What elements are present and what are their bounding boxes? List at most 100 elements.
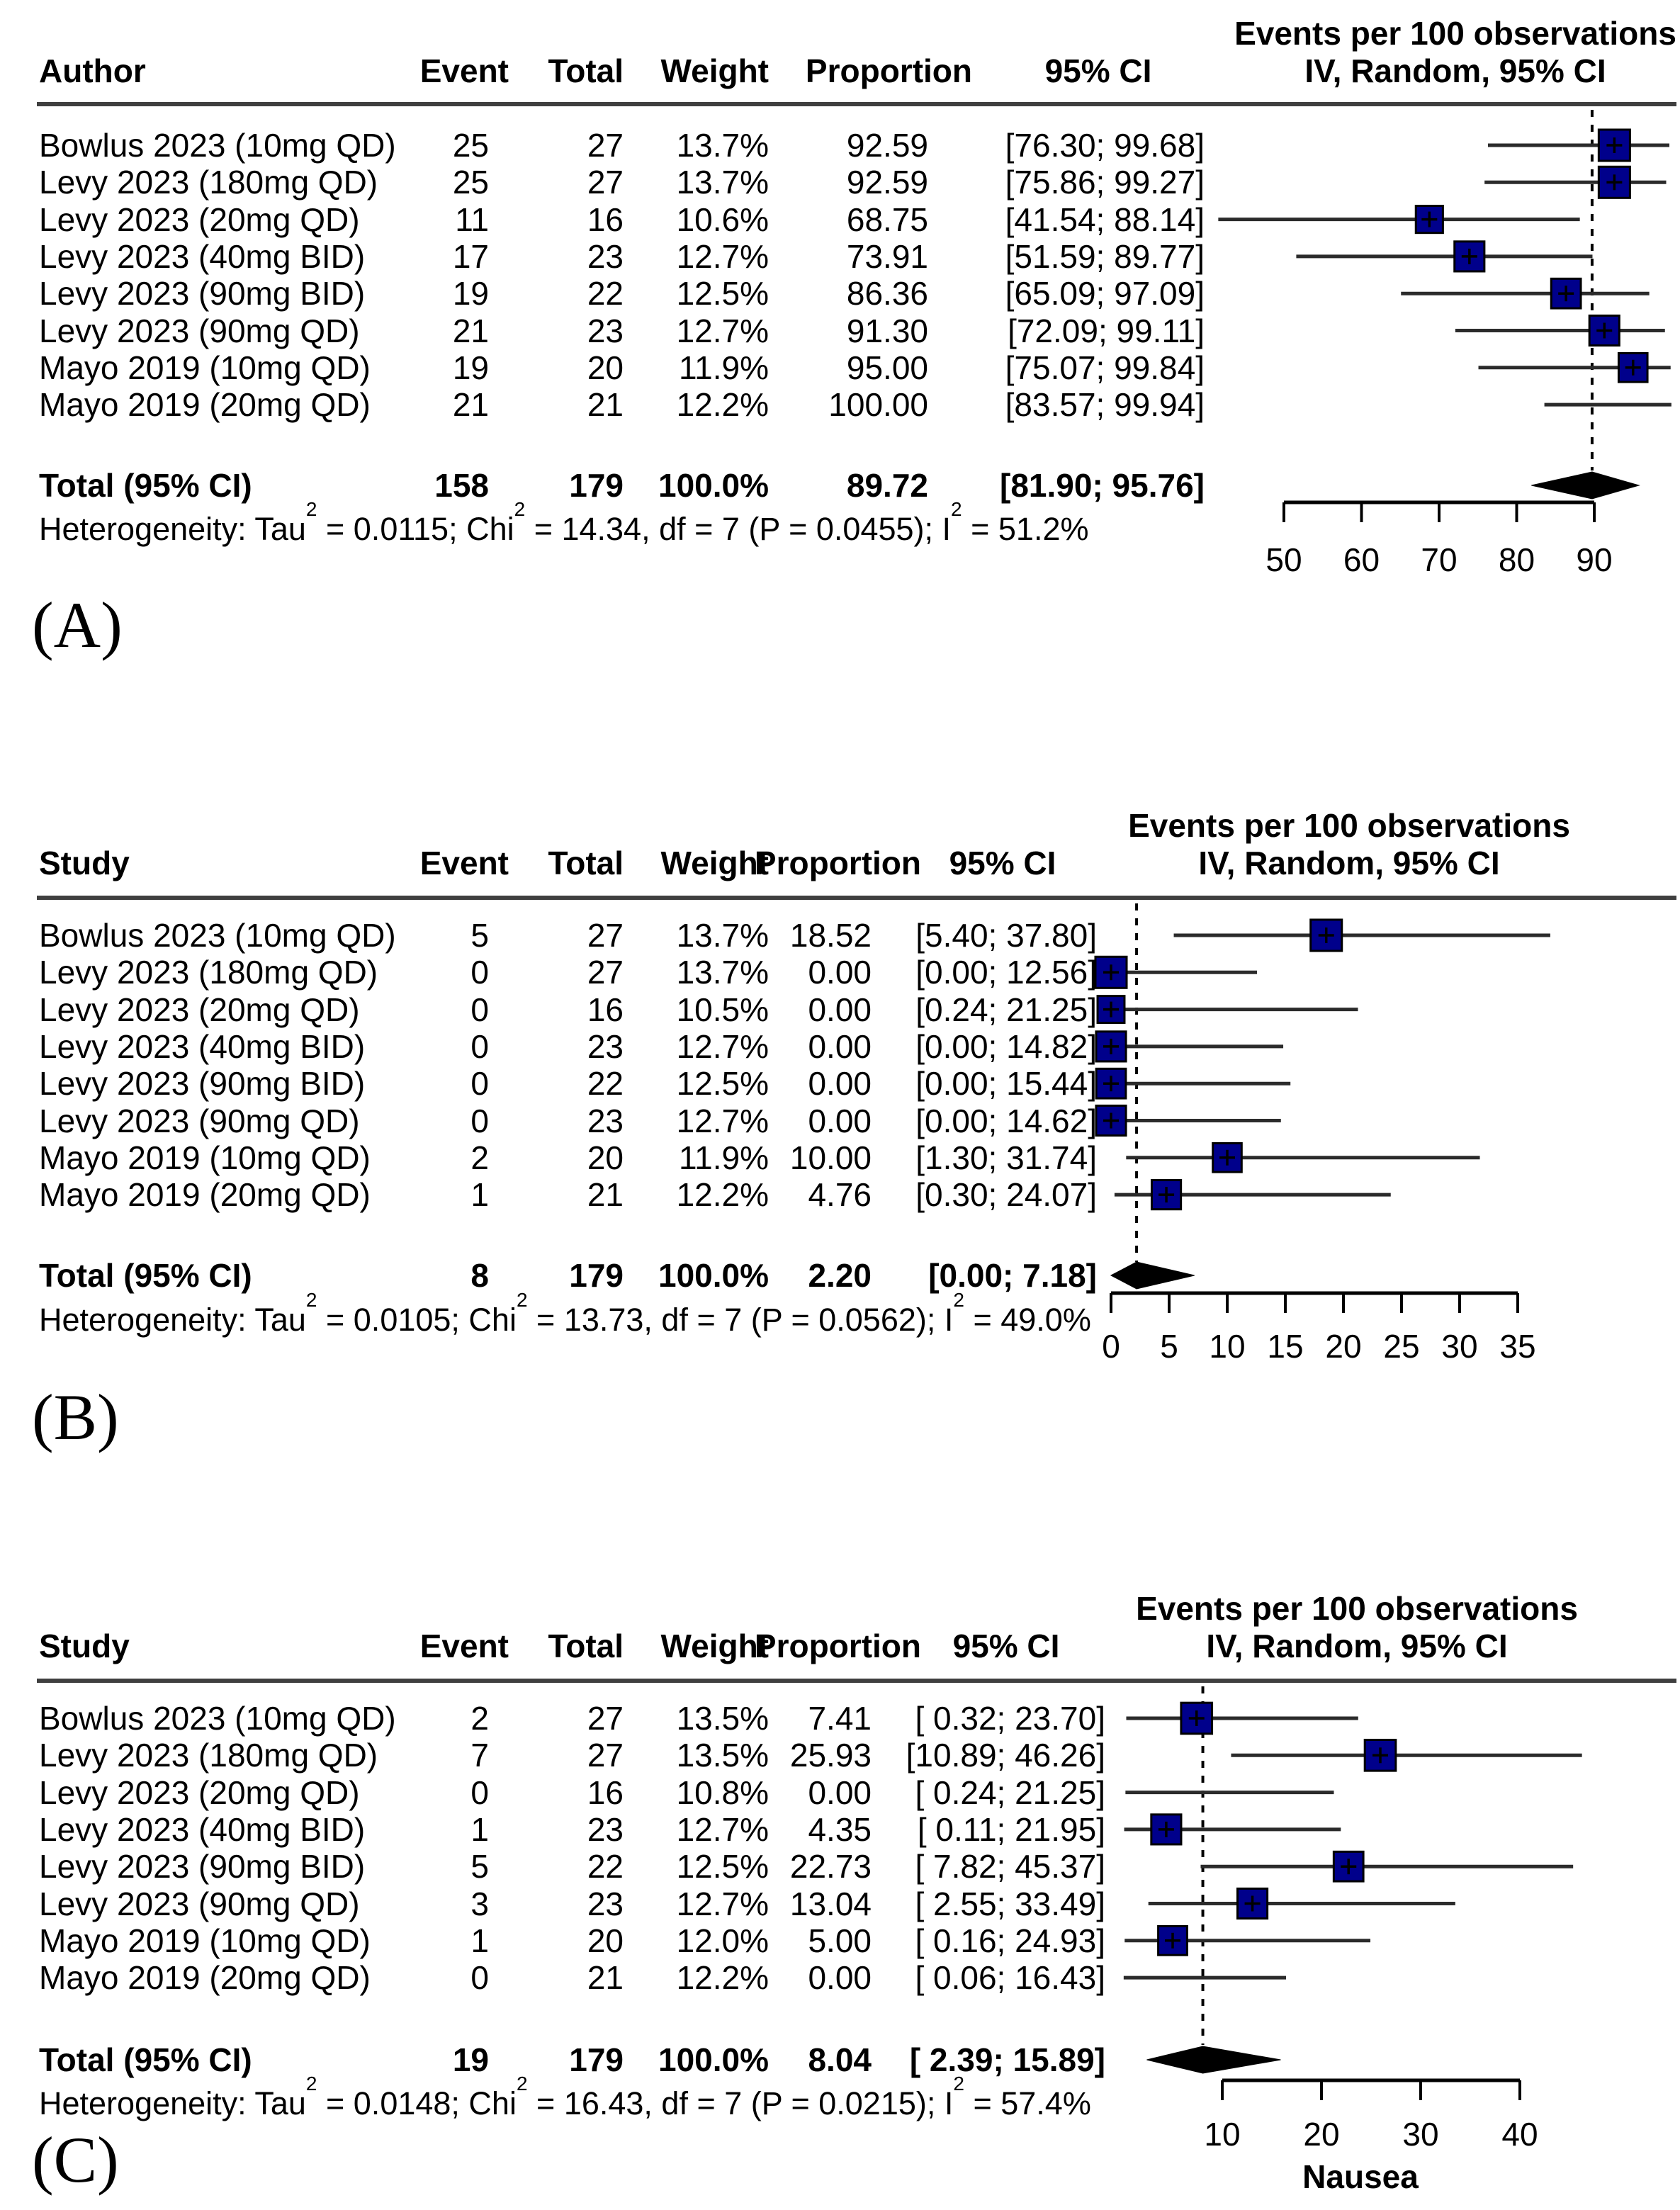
heterogeneity-segment: = 49.0% [964,1302,1091,1338]
total-value: 22 [587,1848,624,1885]
event-value: 1 [470,1922,489,1959]
total-value: 23 [587,1810,624,1848]
study-label: Levy 2023 (90mg QD) [39,1102,360,1139]
col-header-weight: Weight [660,1628,769,1664]
proportion-value: 22.73 [789,1848,872,1885]
proportion-value: 0.00 [808,1959,872,1997]
heterogeneity-segment: = 13.73, df = 7 (P = 0.0562); I [527,1302,954,1338]
weight-value: 10.6% [676,201,769,238]
total-event-value: 19 [452,2041,489,2078]
heterogeneity-segment: = 51.2% [962,511,1089,547]
total-value: 21 [587,1176,624,1214]
study-label: Bowlus 2023 (10mg QD) [39,127,396,164]
total-value: 23 [587,237,624,275]
col-header-proportion: Proportion [805,52,972,89]
total-weight-value: 100.0% [658,467,769,504]
proportion-value: 100.00 [828,386,928,424]
study-col-header: Study [39,845,130,881]
event-value: 1 [470,1810,489,1848]
heterogeneity-segment: = 0.0105; Chi [317,1302,517,1338]
total-label: Total (95% CI) [39,467,252,504]
axis-tick-label: 20 [1325,1328,1362,1365]
event-value: 11 [455,201,489,238]
heterogeneity-segment: = 0.0115; Chi [317,511,514,547]
total-value: 27 [587,1700,624,1737]
axis-tick-label: 30 [1441,1328,1478,1365]
weight-value: 12.2% [676,1959,769,1997]
axis-tick-label: 30 [1402,2116,1439,2153]
proportion-value: 0.00 [808,954,872,991]
ci-value: [0.30; 24.07] [915,1176,1097,1214]
axis-tick-label: 50 [1265,541,1302,578]
weight-value: 12.5% [676,1065,769,1103]
superscript: 2 [514,498,526,520]
ci-value: [5.40; 37.80] [915,917,1097,954]
ci-value: [ 2.55; 33.49] [915,1885,1105,1922]
col-header-event: Event [419,52,509,89]
plot-title: Events per 100 observations [1234,15,1676,52]
ci-value: [0.00; 12.56] [915,954,1097,991]
event-value: 25 [452,127,489,164]
total-label: Total (95% CI) [39,1257,252,1294]
study-label: Levy 2023 (40mg BID) [39,1027,366,1065]
event-value: 25 [452,164,489,201]
total-value: 27 [587,954,624,991]
ci-value: [83.57; 99.94] [1005,386,1205,424]
axis-tick-label: 60 [1343,541,1380,578]
event-value: 0 [470,1065,489,1103]
event-value: 0 [470,1102,489,1139]
proportion-value: 18.52 [789,917,872,954]
col-header-ci: 95% CI [949,845,1056,881]
study-label: Levy 2023 (180mg QD) [39,164,378,201]
weight-value: 12.0% [676,1922,769,1959]
weight-value: 12.2% [676,1176,769,1214]
heterogeneity-segment: Heterogeneity: Tau [39,1302,306,1338]
weight-value: 12.2% [676,386,769,424]
ci-value: [ 0.32; 23.70] [915,1700,1105,1737]
axis-tick-label: 20 [1303,2116,1340,2153]
superscript: 2 [305,2073,317,2095]
proportion-value: 68.75 [846,201,928,238]
event-value: 3 [470,1885,489,1922]
axis-tick-label: 25 [1383,1328,1420,1365]
weight-value: 13.5% [676,1700,769,1737]
study-label: Levy 2023 (90mg QD) [39,312,360,349]
study-label: Mayo 2019 (10mg QD) [39,1139,371,1176]
event-value: 2 [470,1700,489,1737]
weight-value: 12.5% [676,1848,769,1885]
ci-value: [10.89; 46.26] [906,1737,1105,1774]
proportion-value: 4.76 [808,1176,872,1214]
col-header-weight: Weight [660,52,769,89]
plot-title: Events per 100 observations [1136,1590,1578,1627]
weight-value: 11.9% [678,349,769,386]
col-header-weight: Weight [660,845,769,881]
axis-tick-label: 80 [1498,541,1535,578]
study-label: Levy 2023 (20mg QD) [39,991,360,1028]
total-value: 22 [587,275,624,312]
study-label: Levy 2023 (180mg QD) [39,954,378,991]
proportion-value: 0.00 [808,1102,872,1139]
total-value: 20 [587,1139,624,1176]
col-header-proportion: Proportion [754,1628,921,1664]
proportion-value: 5.00 [808,1922,872,1959]
weight-value: 10.5% [676,991,769,1028]
ci-value: [ 0.24; 21.25] [915,1774,1105,1811]
total-value: 27 [587,1737,624,1774]
event-value: 21 [452,386,489,424]
proportion-value: 0.00 [808,991,872,1028]
superscript: 2 [516,2073,528,2095]
study-label: Levy 2023 (90mg BID) [39,1065,366,1103]
study-col-header: Author [39,52,146,89]
event-value: 2 [470,1139,489,1176]
total-ci-value: [0.00; 7.18] [928,1257,1097,1294]
event-value: 19 [452,275,489,312]
col-header-event: Event [419,845,509,881]
axis-tick-label: 10 [1209,1328,1246,1365]
total-value: 16 [587,991,624,1028]
heterogeneity-text: Heterogeneity: Tau2 = 0.0148; Chi2 = 16.… [39,2073,1173,2121]
study-label: Levy 2023 (20mg QD) [39,201,360,238]
event-value: 1 [470,1176,489,1214]
event-value: 0 [470,1027,489,1065]
